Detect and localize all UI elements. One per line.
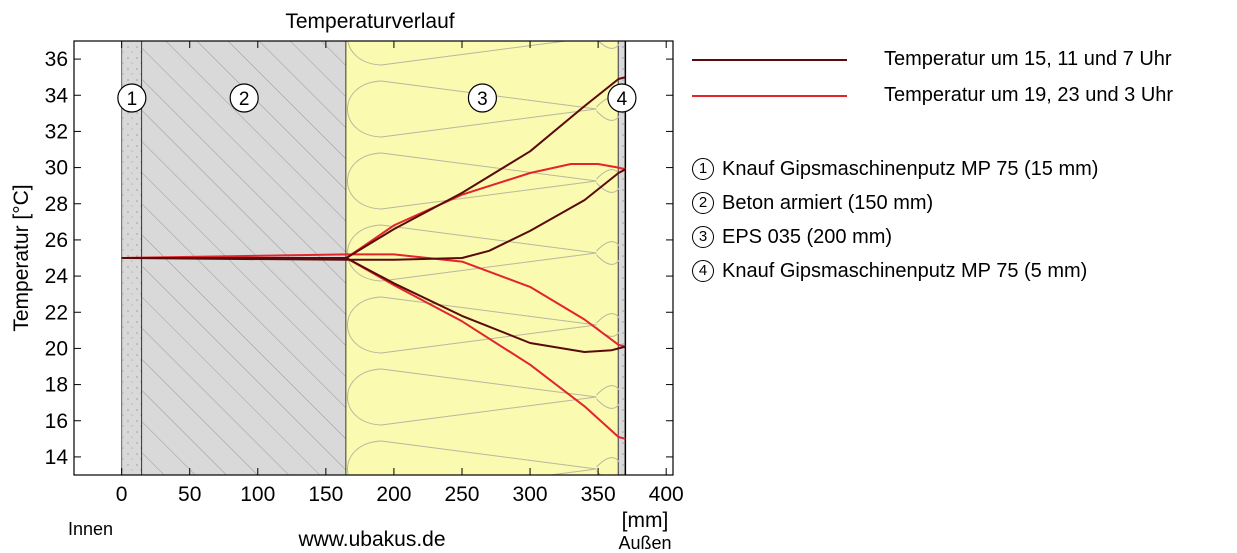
legend-line-series-1 bbox=[692, 59, 847, 61]
x-tick-label-400: 400 bbox=[649, 483, 684, 506]
x-tick-label-250: 250 bbox=[444, 483, 479, 506]
x-tick-label-200: 200 bbox=[376, 483, 411, 506]
layer-marker-label-4: 4 bbox=[617, 89, 628, 110]
legend-line-series-2 bbox=[692, 95, 847, 97]
y-tick-label-20: 20 bbox=[45, 337, 68, 360]
y-tick-label-16: 16 bbox=[45, 410, 68, 433]
watermark: www.ubakus.de bbox=[297, 528, 445, 551]
layer-number-3: 3 bbox=[692, 226, 714, 248]
layer-marker-label-2: 2 bbox=[239, 89, 250, 110]
y-tick-label-28: 28 bbox=[45, 193, 68, 216]
plaster-texture-4 bbox=[618, 41, 626, 475]
temperature-curve-series-2-1 bbox=[121, 163, 626, 259]
layer-marker-circle-1 bbox=[117, 83, 147, 113]
legend-label-series-1: Temperatur um 15, 11 und 7 Uhr bbox=[884, 48, 1172, 70]
eps-insulation-pattern bbox=[347, 41, 619, 475]
layer-list: 1 Knauf Gipsmaschinenputz MP 75 (15 mm) … bbox=[692, 152, 1098, 288]
layer-band-3 bbox=[346, 41, 619, 475]
layer-marker-label-1: 1 bbox=[127, 89, 138, 110]
x-tick-label-150: 150 bbox=[308, 483, 343, 506]
layer-item-2: 2 Beton armiert (150 mm) bbox=[692, 186, 1098, 220]
y-tick-label-14: 14 bbox=[45, 446, 69, 469]
x-tick-label-0: 0 bbox=[116, 483, 128, 506]
y-tick-label-30: 30 bbox=[45, 157, 68, 180]
inside-label: Innen bbox=[68, 519, 113, 539]
legend: Temperatur um 15, 11 und 7 Uhr Temperatu… bbox=[692, 44, 1232, 116]
outside-label: Außen bbox=[618, 533, 671, 553]
layer-marker-circle-2 bbox=[229, 83, 259, 113]
y-tick-label-34: 34 bbox=[45, 84, 69, 107]
x-tick-label-300: 300 bbox=[513, 483, 548, 506]
layer-name-2: Beton armiert (150 mm) bbox=[722, 191, 934, 214]
layer-name-4: Knauf Gipsmaschinenputz MP 75 (5 mm) bbox=[722, 259, 1088, 282]
temperature-curve-series-1-3 bbox=[121, 257, 626, 353]
x-tick-label-350: 350 bbox=[581, 483, 616, 506]
y-axis-label: Temperatur [°C] bbox=[10, 184, 33, 331]
y-tick-label-24: 24 bbox=[45, 265, 69, 288]
chart-title: Temperaturverlauf bbox=[285, 10, 454, 33]
layer-item-1: 1 Knauf Gipsmaschinenputz MP 75 (15 mm) bbox=[692, 152, 1098, 186]
layer-item-4: 4 Knauf Gipsmaschinenputz MP 75 (5 mm) bbox=[692, 254, 1098, 288]
layer-number-1: 1 bbox=[692, 158, 714, 180]
layer-name-3: EPS 035 (200 mm) bbox=[722, 225, 893, 248]
layer-name-1: Knauf Gipsmaschinenputz MP 75 (15 mm) bbox=[722, 157, 1099, 180]
layer-marker-label-3: 3 bbox=[477, 89, 488, 110]
plot-frame bbox=[73, 40, 674, 476]
x-tick-label-100: 100 bbox=[240, 483, 275, 506]
layer-marker-circle-4 bbox=[607, 83, 637, 113]
temperature-curve-series-2-2 bbox=[121, 253, 626, 348]
temperature-curve-series-1-1 bbox=[121, 76, 626, 259]
y-tick-label-18: 18 bbox=[45, 374, 68, 397]
x-tick-label-50: 50 bbox=[178, 483, 201, 506]
layer-marker-circle-3 bbox=[467, 83, 498, 113]
y-tick-label-36: 36 bbox=[45, 48, 68, 71]
legend-item-series-2: Temperatur um 19, 23 und 3 Uhr bbox=[692, 80, 1232, 116]
layer-number-2: 2 bbox=[692, 192, 714, 214]
temperature-curve-series-1-2 bbox=[121, 168, 626, 261]
legend-label-series-2: Temperatur um 19, 23 und 3 Uhr bbox=[884, 84, 1174, 106]
x-axis-unit: [mm] bbox=[622, 509, 669, 532]
legend-item-series-1: Temperatur um 15, 11 und 7 Uhr bbox=[692, 44, 1232, 80]
y-tick-label-32: 32 bbox=[45, 120, 68, 143]
y-tick-label-26: 26 bbox=[45, 229, 68, 252]
layer-item-3: 3 EPS 035 (200 mm) bbox=[692, 220, 1098, 254]
layer-number-4: 4 bbox=[692, 260, 714, 282]
y-tick-label-22: 22 bbox=[45, 301, 68, 324]
